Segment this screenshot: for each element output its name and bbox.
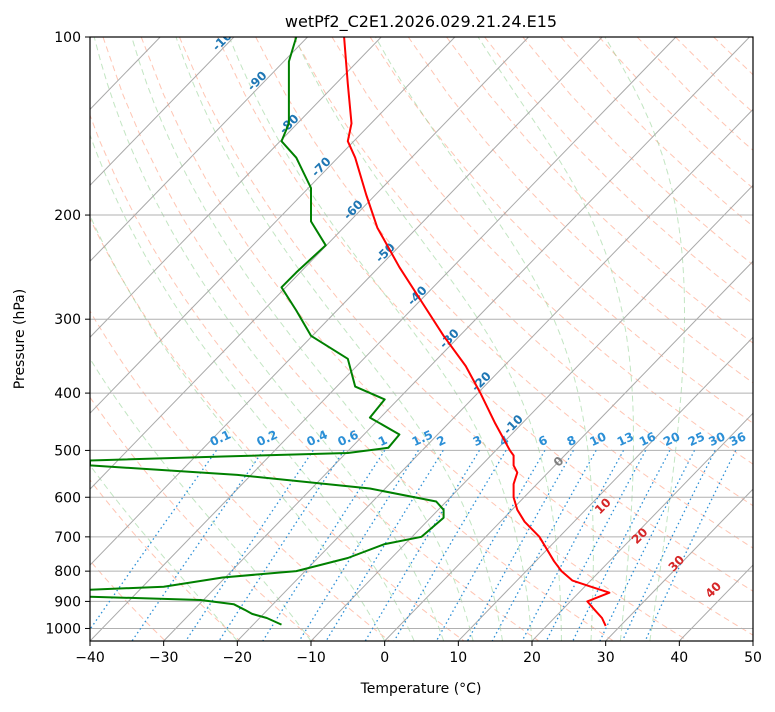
dry-adiabat-line [523,37,775,641]
dry-adiabat-line [485,37,775,641]
dry-adiabat-line [256,37,775,641]
moist-adiabat-line [478,37,633,641]
moist-adiabat-line [605,37,685,641]
y-tick-label: 600 [54,490,81,506]
mixing-ratio-label: 25 [686,429,707,449]
dry-adiabat-line [408,37,775,641]
y-tick-label: 800 [54,564,81,580]
y-tick-label: 700 [54,530,81,546]
mixing-ratio-label: 1 [376,433,389,449]
y-tick-label: 1000 [45,622,81,638]
mixing-ratio-label: 10 [587,429,608,449]
moist-adiabat-line [132,37,473,641]
dry-adiabat-line [103,37,614,641]
y-tick-label: 300 [54,312,81,328]
isotherm-line [0,37,234,641]
x-tick-label: −40 [75,650,105,666]
mixing-ratio-label: 1.5 [410,427,435,449]
secondary-label: 10 [592,495,614,517]
isotherm-line [753,37,775,641]
dry-adiabat-line [218,37,775,641]
x-tick-label: 50 [744,650,762,666]
isotherm-line [90,37,676,641]
dry-adiabat-line [0,37,240,641]
dry-adiabat-line [675,37,775,641]
dry-adiabat-line [447,37,775,641]
y-tick-label: 100 [54,30,81,46]
moist-adiabat-line [34,37,385,641]
isotherm-line [0,37,13,641]
x-tick-label: 20 [523,650,541,666]
isotherm-label: -100 [210,23,241,54]
y-tick-label: 900 [54,594,81,610]
x-axis-title: Temperature (°C) [360,681,482,697]
mixing-ratio-label: 13 [615,429,636,449]
dry-adiabat-line [370,37,775,641]
mixing-ratio-label: 0.2 [255,427,280,449]
y-axis-title: Pressure (hPa) [12,289,28,389]
x-tick-label: −30 [149,650,179,666]
mixing-ratio-label: 0.1 [208,427,233,449]
dry-adiabat-line [599,37,775,641]
profile-series [16,37,609,626]
mixing-ratio-label: 36 [727,429,748,449]
y-tick-label: 500 [54,443,81,459]
dry-adiabat-line [637,37,775,641]
x-tick-label: −10 [296,650,326,666]
moist-adiabat-line [376,37,594,641]
dry-adiabat-line [141,37,688,641]
chart-title: wetPf2_C2E1.2026.029.21.24.E15 [285,12,557,32]
mixing-ratio-line [573,450,670,641]
mixing-ratio-label: 20 [661,429,682,449]
dry-adiabat-line [714,37,775,641]
isotherm-line [0,37,455,641]
dry-adiabat-line [0,37,389,641]
isotherm-label: -70 [309,154,334,179]
background-lines [0,37,775,641]
mixing-ratio-line [468,450,574,641]
isotherm-line [16,37,602,641]
moist-adiabat-line [62,37,414,641]
y-axis: 100 200 300 400 500 600 700 800 900 1000 [45,30,90,638]
plot-frame [90,37,753,641]
dry-adiabat-line [752,37,775,641]
isotherm-label: -50 [373,240,398,265]
y-tick-label: 400 [54,386,81,402]
mixing-ratio-line [82,450,217,641]
y-tick-label: 200 [54,208,81,224]
x-axis: −40 −30 −20 −10 0 10 20 30 40 50 [75,641,762,666]
isotherm-line [606,37,775,641]
moist-adiabat-line [294,37,561,641]
mixing-ratio-label: 30 [706,429,727,449]
isotherm-label: -90 [244,68,269,93]
x-tick-label: 10 [449,650,467,666]
isotherm-line [458,37,775,641]
mixing-ratio-label: 16 [637,429,658,449]
mixing-ratio-label: 0.6 [335,427,360,449]
isotherm-line [0,37,381,641]
mixing-ratio-label: 8 [565,433,578,449]
mixing-ratio-line [522,450,623,641]
isotherm-label: -60 [341,197,366,222]
moist-adiabat-line [0,37,311,641]
mixing-ratio-label: 0.4 [305,427,330,449]
mixing-ratio-line [645,450,736,641]
x-tick-label: 40 [670,650,688,666]
x-tick-label: 0 [380,650,389,666]
isotherm-label: -20 [469,369,494,394]
isotherm-line [532,37,775,641]
temperature-profile [344,37,609,626]
x-tick-label: 30 [597,650,615,666]
mixing-ratio-label: 2 [435,433,448,449]
x-tick-label: −20 [223,650,253,666]
mixing-ratio-label: 3 [471,433,484,449]
moist-adiabat-line [0,37,237,641]
isotherm-line [0,37,308,641]
mixing-ratio-line [600,450,695,641]
mixing-ratio-line [436,450,545,641]
dry-adiabat-line [65,37,539,641]
